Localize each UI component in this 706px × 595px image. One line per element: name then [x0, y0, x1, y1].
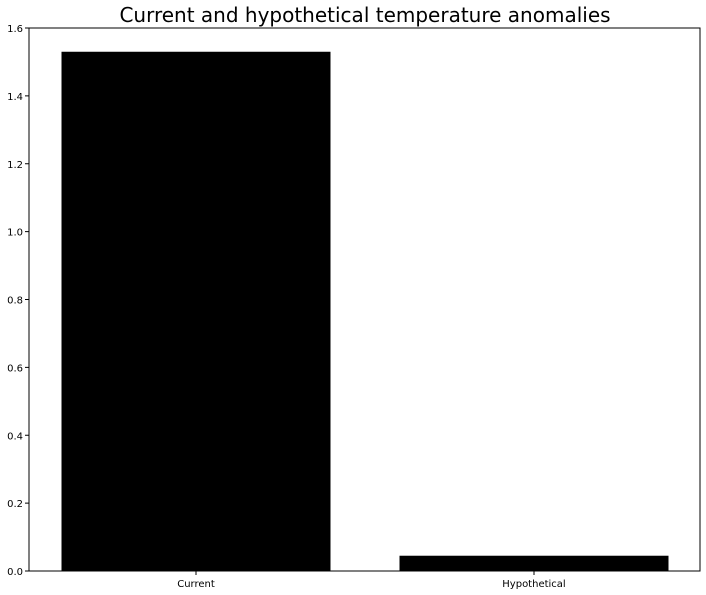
- y-tick-label-3: 0.6: [7, 363, 23, 374]
- x-tick-label-current: Current: [177, 579, 215, 590]
- bar-current: [61, 51, 331, 572]
- x-axis: Current Hypothetical: [177, 571, 566, 590]
- bars-layer: [61, 51, 669, 572]
- y-tick-label-1: 0.2: [7, 499, 23, 510]
- x-tick-label-hypothetical: Hypothetical: [502, 579, 565, 590]
- y-axis: 0.0 0.2 0.4 0.6 0.8 1.0 1.2 1.4 1.6: [7, 24, 29, 578]
- y-tick-label-7: 1.4: [7, 92, 23, 103]
- bar-hypothetical: [399, 555, 669, 571]
- y-tick-label-2: 0.4: [7, 431, 23, 442]
- y-tick-label-6: 1.2: [7, 160, 23, 171]
- y-tick-label-8: 1.6: [7, 24, 23, 35]
- y-tick-label-0: 0.0: [7, 567, 23, 578]
- y-tick-label-5: 1.0: [7, 228, 23, 239]
- chart-title: Current and hypothetical temperature ano…: [119, 3, 610, 27]
- y-tick-label-4: 0.8: [7, 296, 23, 307]
